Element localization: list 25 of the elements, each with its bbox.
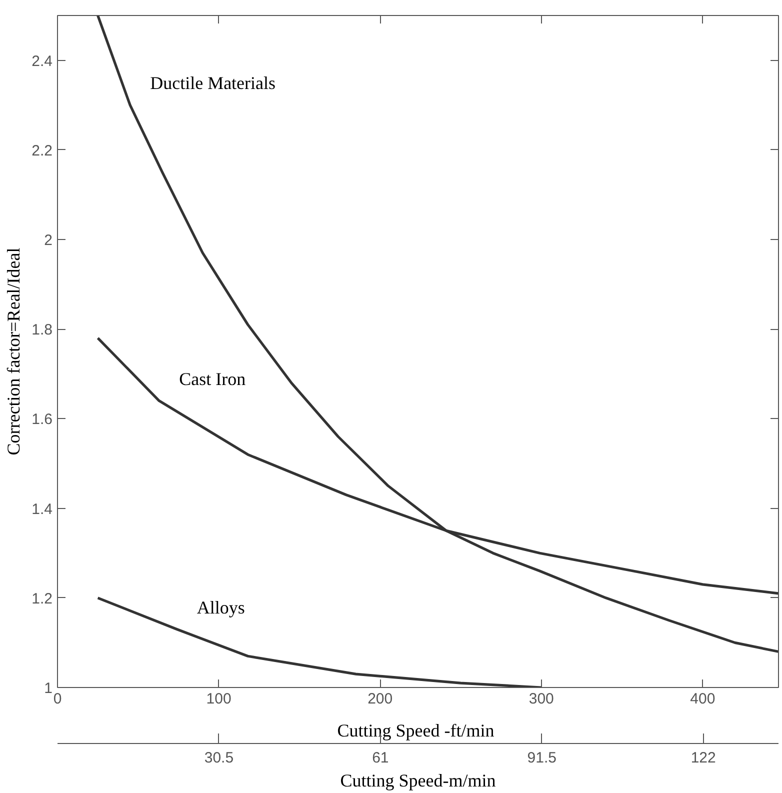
y-axis-title: Correction factor=Real/Ideal — [4, 248, 24, 456]
x2-axis-title: Cutting Speed-m/min — [340, 770, 496, 790]
y-tick-label: 1.8 — [32, 322, 53, 339]
y-tick-label: 1.2 — [32, 590, 53, 608]
y-tick-label: 1.4 — [32, 500, 53, 518]
y-tick-label: 2.4 — [32, 52, 53, 70]
x-tick-label: 300 — [528, 690, 554, 708]
x-tick-label: 200 — [368, 690, 393, 708]
x-tick-label: 400 — [690, 690, 716, 708]
series-label: Ductile Materials — [150, 73, 276, 94]
x2-tick-label: 61 — [372, 750, 389, 766]
x2-tick-label: 30.5 — [204, 750, 234, 766]
x-tick-label: 0 — [53, 690, 62, 708]
series-label: Cast Iron — [179, 368, 246, 389]
x-tick-label: 100 — [206, 690, 232, 708]
line-series — [96, 596, 543, 688]
line-series — [96, 16, 778, 653]
y-tick-label: 2.2 — [32, 142, 53, 160]
x2-tick-label: 91.5 — [527, 750, 556, 766]
y-tick-label: 1 — [44, 680, 52, 697]
series-label: Alloys — [196, 597, 245, 618]
x2-tick-label: 122 — [690, 750, 716, 766]
y-tick-label: 2 — [44, 232, 52, 249]
y-tick-label: 1.6 — [32, 411, 53, 428]
x-axis-title: Cutting Speed -ft/min — [337, 720, 494, 740]
